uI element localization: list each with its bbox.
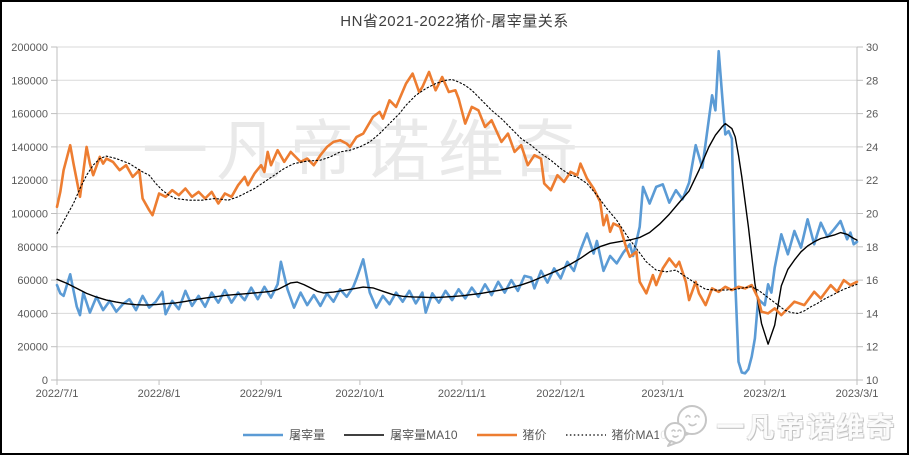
y-left-tick-label: 200000 [11,42,48,54]
chart-title: HN省2021-2022猪价-屠宰量关系 [340,13,569,30]
x-tick-label: 2023/1/1 [641,388,684,400]
y-right-tick-label: 20 [866,209,878,221]
y-right-tick-label: 12 [866,342,878,354]
series-line-slaughter-volume [55,49,859,375]
brand-watermark-text: 一凡帝诺维奇 [717,412,897,443]
y-right-tick-label: 10 [866,375,878,387]
x-tick-label: 2022/12/1 [536,388,585,400]
y-right-tick-label: 22 [866,175,878,187]
y-left-tick-label: 80000 [17,242,48,254]
y-right-tick-label: 28 [866,75,878,87]
y-left-tick-label: 0 [42,375,48,387]
y-right-tick-label: 16 [866,275,878,287]
x-tick-label: 2023/3/1 [836,388,879,400]
y-left-tick-label: 100000 [11,209,48,221]
x-tick-label: 2022/10/1 [335,388,384,400]
y-right-tick-label: 24 [866,142,878,154]
y-left-tick-label: 120000 [11,175,48,187]
x-tick-label: 2022/8/1 [138,388,181,400]
series-line-pig-price [55,70,859,317]
x-tick-label: 2022/7/1 [36,388,79,400]
y-left-tick-label: 40000 [17,308,48,320]
y-right-tick-label: 30 [866,42,878,54]
y-left-tick-label: 160000 [11,109,48,121]
y-left-tick-label: 20000 [17,342,48,354]
y-right-tick-label: 14 [866,308,878,320]
x-tick-label: 2023/2/1 [743,388,786,400]
y-left-tick-label: 140000 [11,142,48,154]
series-line-pig-price-ma10 [56,78,858,314]
y-right-tick-label: 18 [866,242,878,254]
brand-watermark: 一凡帝诺维奇 [659,401,901,449]
y-left-tick-label: 180000 [11,75,48,87]
x-tick-label: 2022/11/1 [438,388,486,400]
y-left-tick-label: 60000 [17,275,48,287]
chat-bubbles-icon [664,405,707,447]
center-watermark-text: 一凡帝诺维奇 [142,114,586,188]
y-right-tick-label: 26 [866,109,878,121]
x-tick-label: 2022/9/1 [240,388,283,400]
